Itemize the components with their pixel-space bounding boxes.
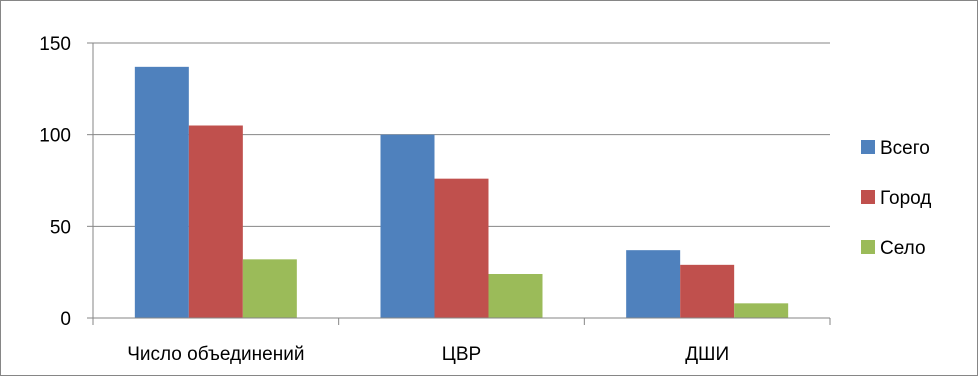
axes: [87, 42, 831, 325]
bar: [488, 274, 543, 318]
legend-swatch: [861, 140, 875, 154]
bar: [380, 134, 435, 318]
bar: [434, 178, 489, 318]
y-tick-label: 50: [50, 217, 71, 238]
legend-label: Всего: [880, 138, 930, 159]
bar: [134, 66, 189, 318]
y-tick-labels: 0 50 100 150: [39, 34, 71, 330]
legend-label: Город: [880, 188, 931, 209]
bar: [680, 264, 735, 318]
bar: [734, 303, 789, 318]
y-tick-label: 100: [39, 126, 71, 147]
bar: [188, 125, 243, 318]
category-label: ДШИ: [685, 344, 729, 365]
legend-label: Село: [880, 238, 926, 259]
legend: Всего Город Село: [861, 138, 931, 259]
bar: [242, 259, 297, 318]
y-tick-label: 150: [39, 34, 71, 55]
legend-swatch: [861, 190, 875, 204]
y-tick-label: 0: [60, 309, 71, 330]
category-labels: Число объединений ЦВР ДШИ: [127, 344, 729, 365]
bars: [134, 66, 789, 318]
category-label: ЦВР: [442, 344, 481, 365]
legend-swatch: [861, 240, 875, 254]
category-label: Число объединений: [127, 344, 304, 365]
bar: [626, 250, 681, 318]
